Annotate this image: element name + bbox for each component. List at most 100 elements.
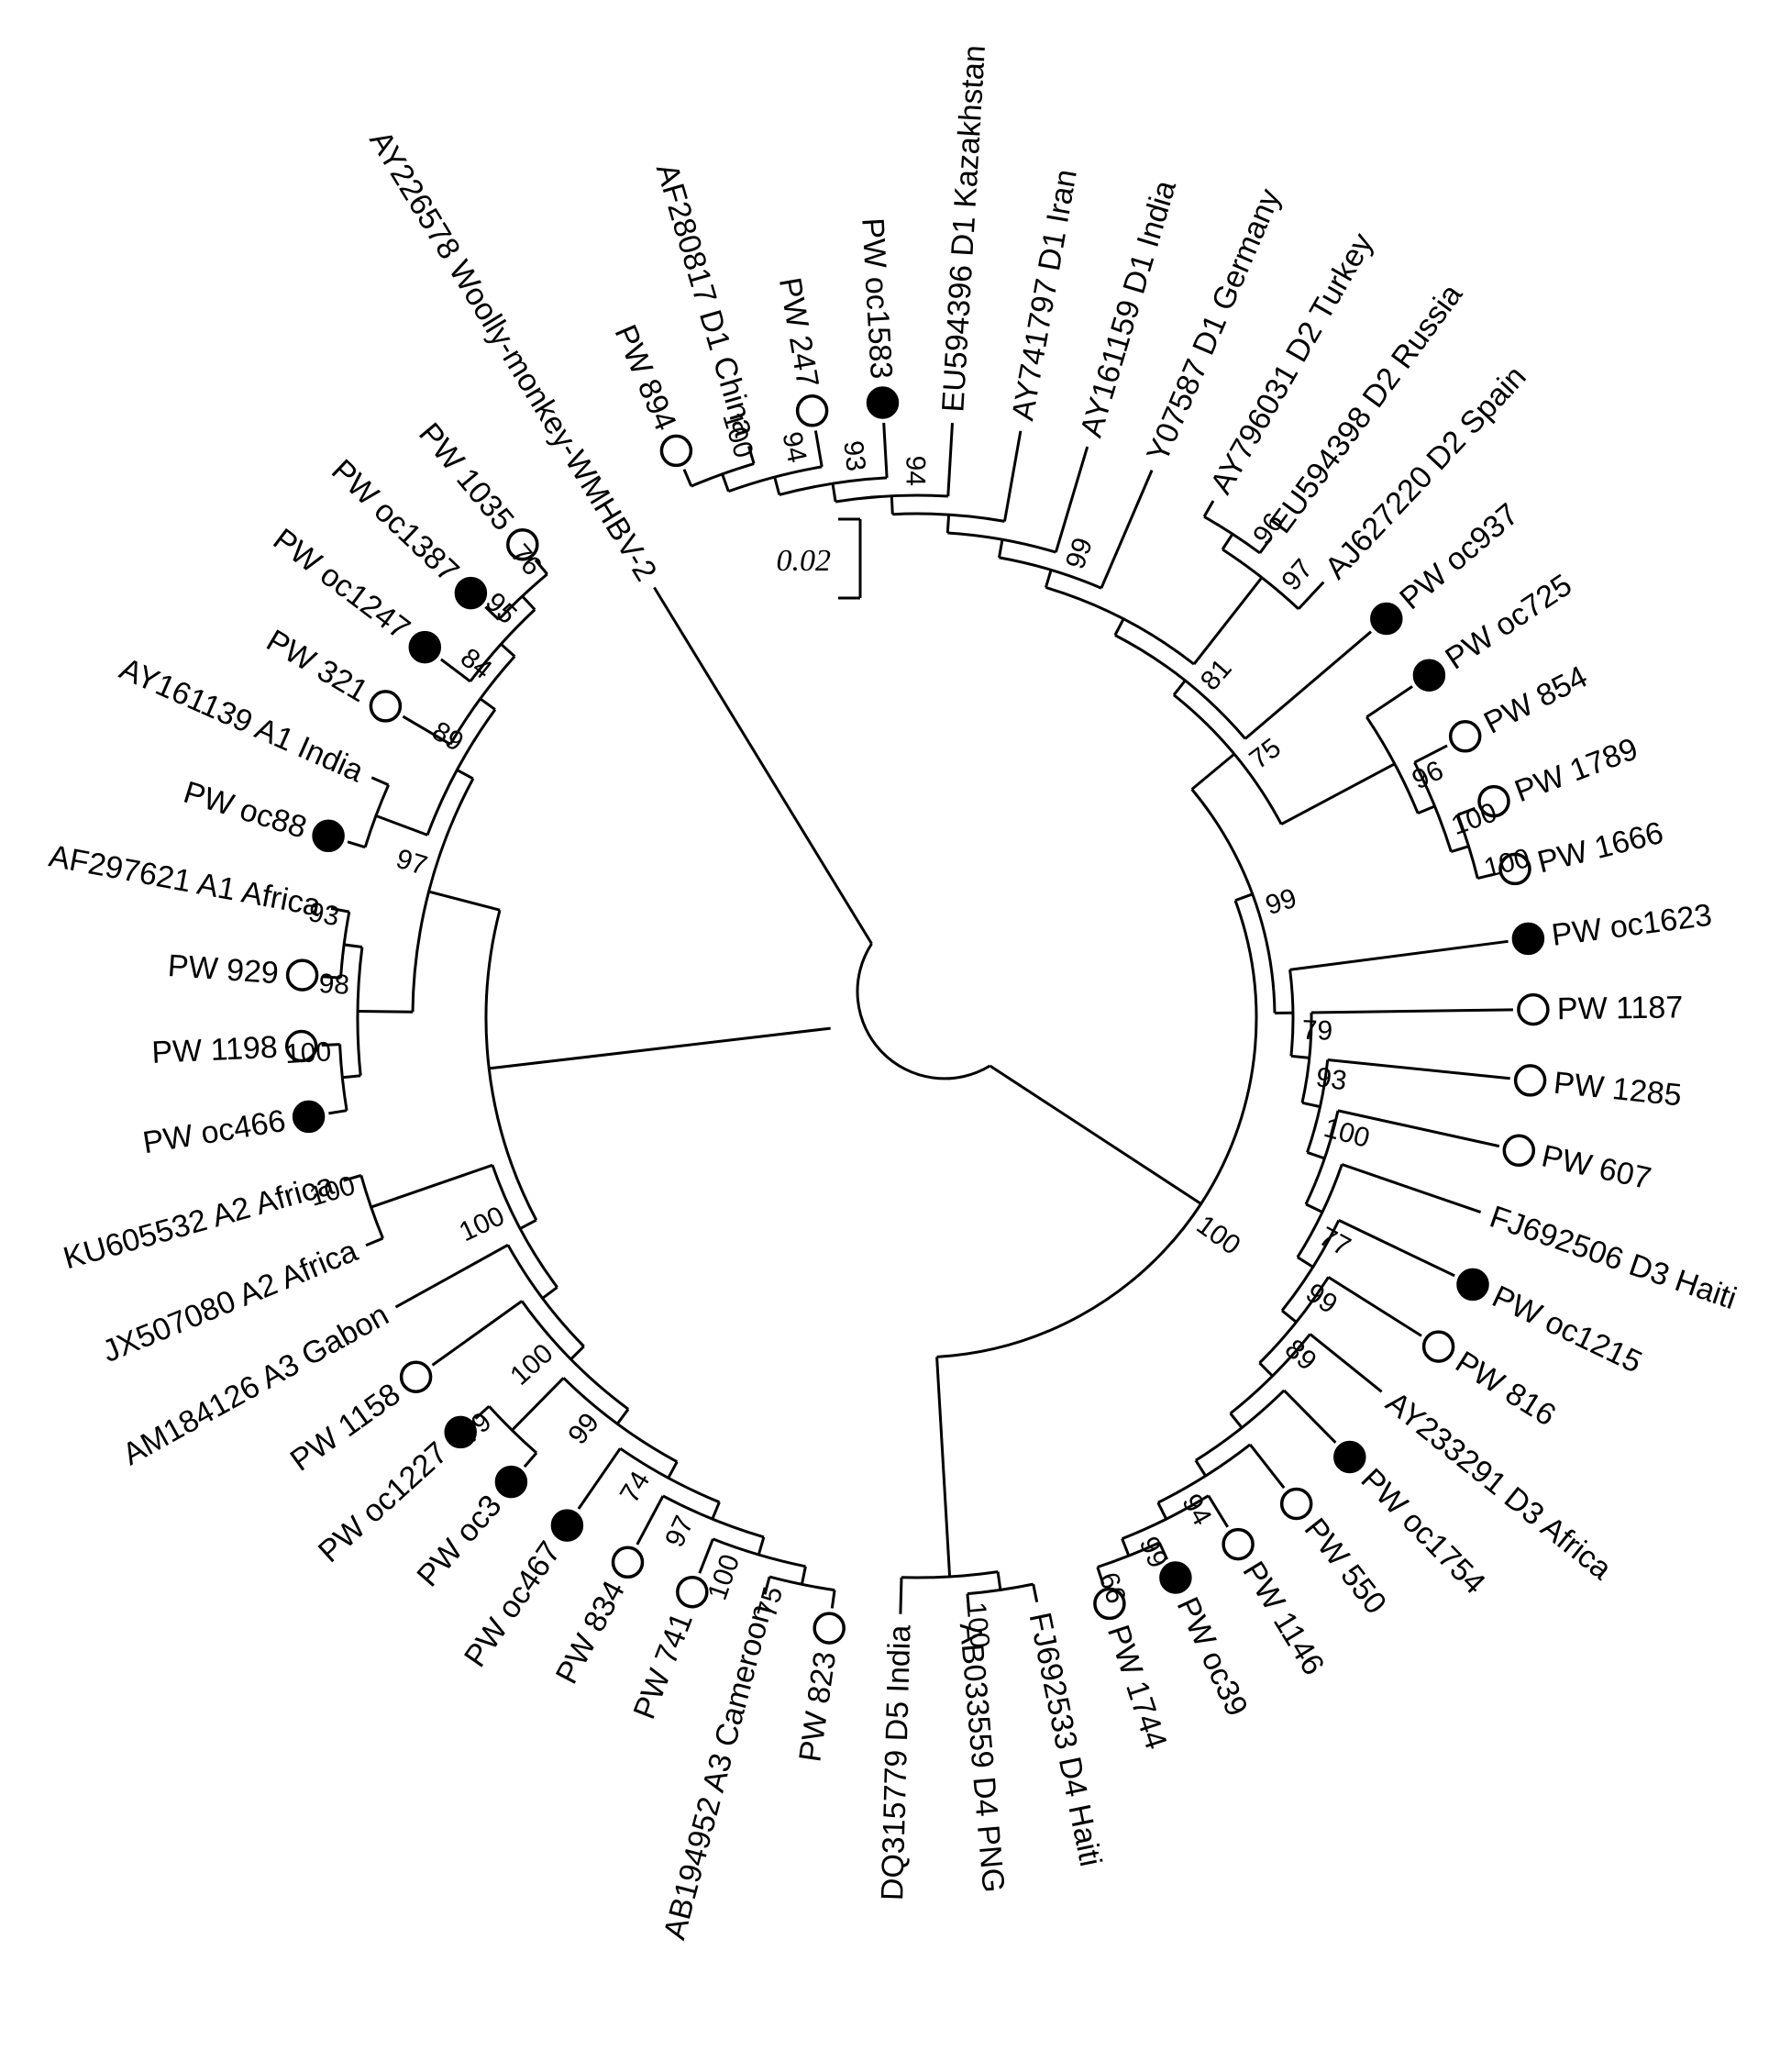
branch-line xyxy=(800,1566,807,1585)
taxon-marker-filled xyxy=(1333,1440,1366,1474)
branch-arc xyxy=(1413,761,1453,853)
taxon-marker-open xyxy=(1498,852,1531,886)
branch-arc xyxy=(1280,1219,1341,1312)
branch-line xyxy=(1341,1163,1482,1214)
taxon-marker-filled xyxy=(292,1100,326,1134)
taxon-marker-filled xyxy=(312,819,345,853)
taxon-marker-filled xyxy=(866,386,900,419)
branch-arc xyxy=(1222,548,1300,610)
branch-arc xyxy=(727,465,823,493)
taxon-marker-open xyxy=(1279,1487,1313,1521)
branch-arc xyxy=(359,1175,384,1239)
branch-line xyxy=(946,423,954,497)
taxon-label: PW 1187 xyxy=(1557,990,1684,1026)
branch-line xyxy=(1192,576,1264,666)
taxon-label: PW 607 xyxy=(1539,1138,1654,1196)
branch-line xyxy=(456,769,474,781)
branch-line xyxy=(1258,1361,1274,1378)
branch-line xyxy=(830,1590,836,1609)
branch-arc xyxy=(484,909,538,1221)
bootstrap-value-label: 99 xyxy=(1060,534,1099,572)
taxon-marker-open xyxy=(813,1612,846,1645)
branch-line xyxy=(1413,744,1448,764)
bootstrap-value-label: 100 xyxy=(960,1601,995,1649)
branch-line xyxy=(1297,1256,1314,1269)
branch-line xyxy=(998,538,1004,559)
branch-line xyxy=(1309,1333,1383,1393)
taxon-label: PW oc466 xyxy=(140,1103,288,1161)
taxon-label: PW 894 xyxy=(608,320,683,436)
branch-line xyxy=(1003,430,1023,522)
taxon-label: DQ315779 D5 India xyxy=(875,1624,917,1901)
taxon-label: AB033559 D4 PNG xyxy=(953,1622,1012,1894)
branch-line xyxy=(1258,537,1272,554)
branch-arc xyxy=(520,1300,629,1411)
branch-arc xyxy=(488,1405,537,1455)
taxon-label: PW oc3 xyxy=(410,1489,508,1594)
bootstrap-value-label: 94 xyxy=(1176,1489,1217,1530)
taxon-label: PW oc88 xyxy=(180,775,311,846)
bootstrap-value-label: 98 xyxy=(318,969,350,1001)
branch-line xyxy=(890,495,894,515)
branch-line xyxy=(1032,1583,1039,1602)
taxon-label: PW 550 xyxy=(1298,1512,1393,1621)
taxon-marker-open xyxy=(369,690,403,723)
branch-line xyxy=(682,469,693,487)
taxon-label: AJ627220 D2 Spain xyxy=(1319,360,1533,586)
branch-line xyxy=(1202,500,1215,518)
branch-line xyxy=(1305,1202,1323,1213)
branch-arc xyxy=(426,708,497,836)
branch-line xyxy=(1327,1058,1510,1080)
root-arc xyxy=(856,943,991,1080)
taxon-label: PW 1789 xyxy=(1510,731,1642,809)
branch-arc xyxy=(448,655,516,746)
taxon-label: AY233291 D3 Africa xyxy=(1379,1385,1619,1587)
branch-line xyxy=(773,476,781,495)
bootstrap-value-label: 79 xyxy=(1301,1015,1332,1047)
branch-arc xyxy=(947,531,1056,554)
branch-arc xyxy=(835,493,948,504)
branch-line xyxy=(474,1405,491,1420)
bootstrap-value-label: 89 xyxy=(426,716,469,758)
taxon-label: PW 741 xyxy=(626,1608,700,1723)
branch-line xyxy=(489,1026,831,1070)
taxon-marker-open xyxy=(399,1360,433,1393)
branch-arc xyxy=(506,1244,585,1347)
taxon-label: EU594396 D1 Kazakhstan xyxy=(935,44,992,413)
bootstrap-value-label: 75 xyxy=(1244,733,1288,775)
taxon-label: PW oc937 xyxy=(1393,496,1525,616)
branch-line xyxy=(615,1408,630,1425)
branch-line xyxy=(1476,872,1497,881)
taxon-label: PW oc1215 xyxy=(1487,1279,1647,1379)
branch-line xyxy=(357,1010,414,1014)
branch-arc xyxy=(1365,715,1420,814)
branch-line xyxy=(500,643,516,658)
branch-arc xyxy=(1157,1443,1252,1504)
branch-line xyxy=(1337,1109,1500,1148)
branch-line xyxy=(831,482,837,503)
bootstrap-value-label: 74 xyxy=(614,1467,656,1509)
branch-line xyxy=(1096,1567,1105,1585)
branch-line xyxy=(402,715,451,746)
outgroup-branch-line xyxy=(653,586,873,945)
taxon-label: PW 1146 xyxy=(1235,1556,1331,1681)
branch-line xyxy=(484,605,500,621)
branch-line xyxy=(1338,1219,1455,1278)
bootstrap-value-label: 75 xyxy=(752,1584,789,1621)
taxon-label: PW 1035 xyxy=(412,416,521,537)
branch-line xyxy=(322,975,341,980)
bootstrap-value-label: 99 xyxy=(562,1407,605,1450)
branch-line xyxy=(541,1286,558,1300)
branch-line xyxy=(534,559,548,575)
branch-line xyxy=(698,1538,714,1574)
branch-arc xyxy=(1296,1164,1343,1258)
branch-line xyxy=(1281,1309,1298,1324)
taxon-label: PW 1285 xyxy=(1552,1066,1683,1114)
branch-arc xyxy=(1258,1276,1330,1365)
branch-line xyxy=(370,1163,493,1209)
branch-line xyxy=(1234,892,1254,903)
taxon-marker-open xyxy=(1502,1134,1536,1168)
taxon-label: PW 834 xyxy=(549,1575,632,1690)
branch-line xyxy=(523,1452,538,1468)
